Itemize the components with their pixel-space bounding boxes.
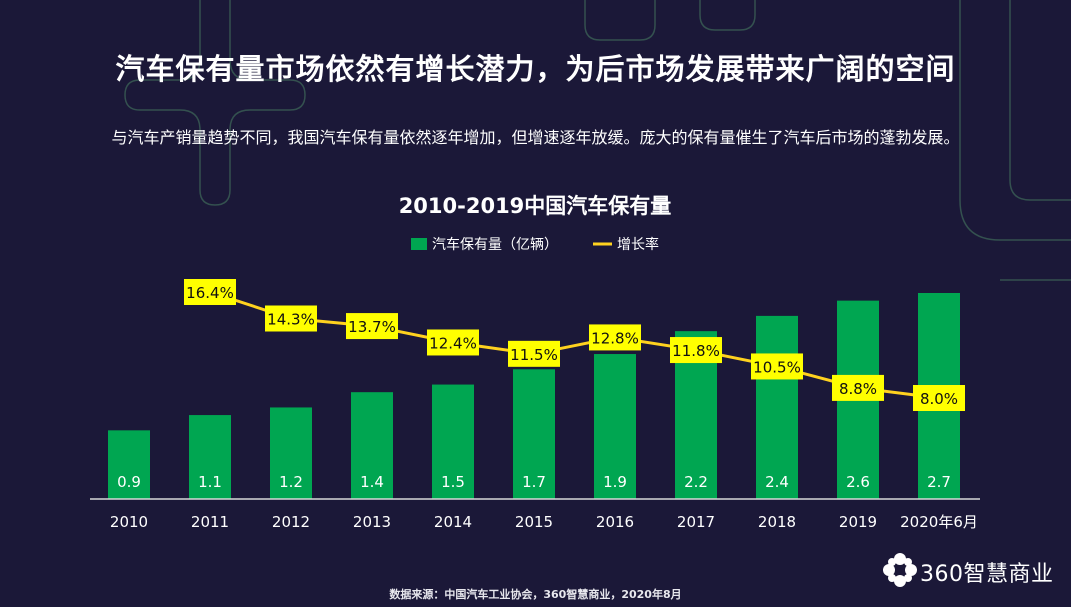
growth-point-2016: [589, 324, 641, 351]
bar-2013: [351, 392, 393, 499]
bar-2018: [756, 315, 798, 499]
chart-title: 2010-2019中国汽车保有量: [399, 194, 672, 218]
x-tick-label: 2013: [353, 513, 391, 531]
bar-value-label: 2.7: [927, 473, 951, 491]
growth-rate-label: 10.5%: [753, 358, 801, 376]
bar-series: 0.9 1.1 1.2 1.4 1.5 1.7 1.9 2.2 2.4 2.6 2.7: [108, 293, 960, 499]
growth-point-2020年6月: [913, 385, 965, 411]
x-tick-label: 2015: [515, 513, 553, 531]
growth-rate-series: 16.4% 14.3% 13.7% 12.4% 11.5% 12.8% 11.8% 10.5%…: [184, 279, 965, 411]
logo-text: 360智慧商业: [920, 562, 1054, 587]
bar-2014: [432, 384, 474, 499]
bar-value-label: 1.2: [279, 473, 303, 491]
bar-value-label: 2.2: [684, 473, 708, 491]
growth-rate-label: 13.7%: [348, 318, 396, 336]
growth-point-2013: [346, 313, 398, 340]
bar-value-label: 2.6: [846, 473, 870, 491]
x-axis-ticks: 2010 2011 2012 2013 2014 2015 2016 2017 2018 2019…: [110, 513, 978, 531]
growth-rate-label: 8.0%: [920, 390, 958, 408]
brand-logo: 360智慧商业: [880, 548, 1060, 592]
bar-2015: [513, 369, 555, 499]
bar-2016: [594, 354, 636, 499]
growth-rate-label: 12.8%: [591, 329, 639, 347]
growth-point-2017: [670, 337, 722, 364]
bar-value-label: 2.4: [765, 473, 789, 491]
legend-swatch-bars: [411, 238, 427, 250]
chart-legend: 汽车保有量（亿辆） 增长率: [411, 236, 659, 253]
growth-rate-label: 8.8%: [839, 380, 877, 398]
x-tick-label: 2016: [596, 513, 634, 531]
bar-value-label: 1.9: [603, 473, 627, 491]
bar-value-label: 1.1: [198, 473, 222, 491]
growth-rate-line: [209, 290, 940, 400]
x-tick-label: 2020年6月: [900, 513, 978, 531]
growth-rate-label: 12.4%: [429, 334, 477, 352]
bar-value-label: 1.4: [360, 473, 384, 491]
x-tick-label: 2010: [110, 513, 148, 531]
x-tick-label: 2019: [839, 513, 877, 531]
bar-2011: [189, 415, 231, 499]
flower-logo-icon: [883, 553, 917, 587]
page-subtitle: 与汽车产销量趋势不同，我国汽车保有量依然逐年增加，但增速逐年放缓。庞大的保有量催…: [111, 128, 960, 147]
growth-point-2011: [184, 279, 236, 305]
growth-rate-label: 11.8%: [672, 342, 720, 360]
growth-rate-label: 14.3%: [267, 311, 315, 329]
bar-value-label: 1.5: [441, 473, 465, 491]
growth-point-2015: [508, 340, 560, 367]
bar-value-label: 1.7: [522, 473, 546, 491]
x-tick-label: 2018: [758, 513, 796, 531]
growth-point-2019: [832, 374, 884, 401]
x-tick-label: 2014: [434, 513, 472, 531]
bar-2010: [108, 430, 150, 499]
x-tick-label: 2011: [191, 513, 229, 531]
x-tick-label: 2012: [272, 513, 310, 531]
growth-rate-label: 11.5%: [510, 346, 558, 364]
bar-value-label: 0.9: [117, 473, 141, 491]
x-tick-label: 2017: [677, 513, 715, 531]
data-source-note: 数据来源：中国汽车工业协会，360智慧商业，2020年8月: [389, 588, 682, 601]
legend-label-bars: 汽车保有量（亿辆）: [432, 236, 558, 253]
growth-point-2018: [751, 353, 803, 380]
bar-2012: [270, 407, 312, 499]
growth-point-2012: [265, 305, 317, 332]
legend-label-line: 增长率: [617, 236, 659, 253]
growth-rate-label: 16.4%: [186, 284, 234, 302]
page-title: 汽车保有量市场依然有增长潜力，为后市场发展带来广阔的空间: [115, 52, 956, 86]
growth-point-2014: [427, 329, 479, 356]
